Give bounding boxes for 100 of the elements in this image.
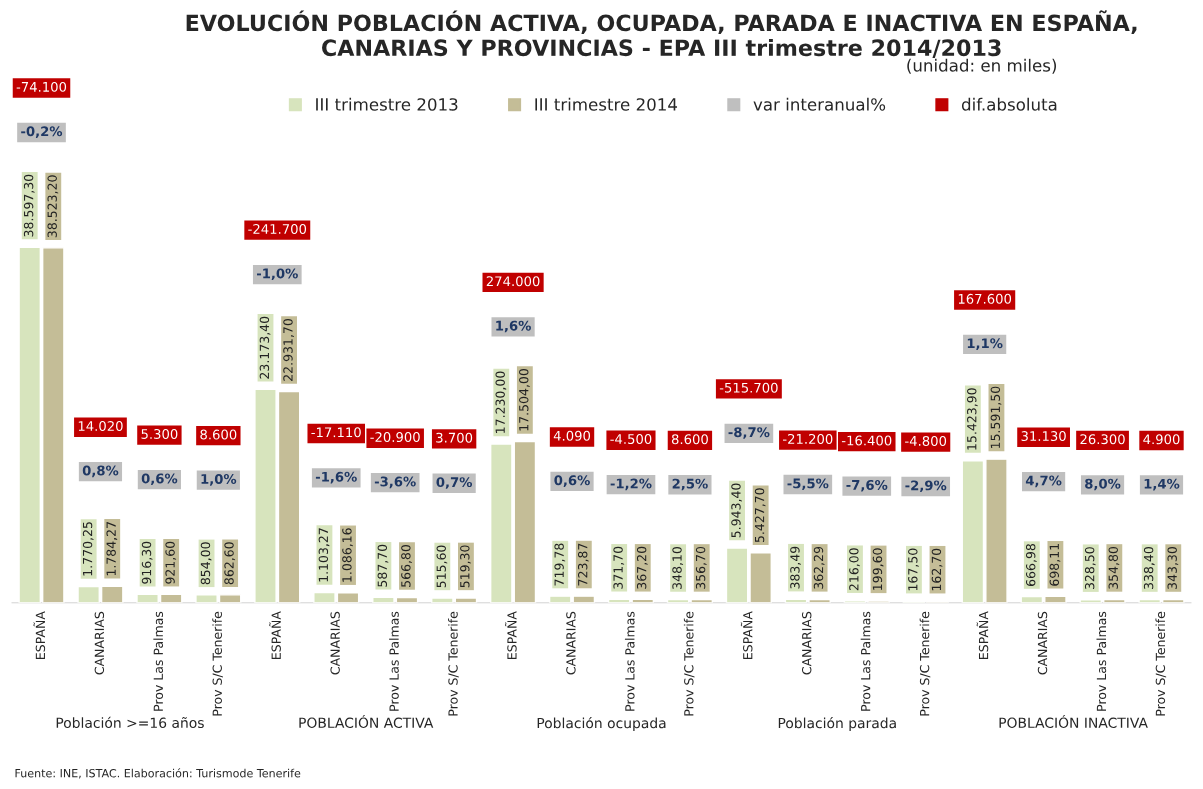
text: -1,2% [610,478,652,491]
data-label: 162,70 [931,548,943,591]
x-tick-label: Prov Las Palmas [860,611,871,711]
data-label: 666,98 [1025,544,1037,587]
x-tick-label: Prov Las Palmas [153,611,164,711]
x-tick-label: ESPAÑA [505,611,517,659]
data-label: 23.173,40 [259,316,271,379]
text: 3.700 [436,432,473,443]
text: 0,6% [141,473,178,486]
data-label: 698,11 [1049,544,1061,586]
data-label: 167,50 [908,548,919,591]
data-label: 38.523,20 [47,175,59,238]
data-label: 1.770,25 [82,522,94,576]
x-tick-label: CANARIAS [566,611,576,675]
text: -5,5% [787,478,829,491]
x-tick-label: Prov Las Palmas [389,611,399,711]
text: 5.300 [141,428,178,439]
text: 8.600 [671,434,708,445]
x-tick-label: Prov S/C Tenerife [919,611,931,716]
x-tick-label: CANARIAS [801,611,812,675]
data-label: 362,29 [813,546,825,589]
text: -7,6% [846,479,888,492]
text: -74.100 [16,81,67,92]
data-label: 723,87 [577,543,589,586]
text: -1,6% [315,471,357,484]
data-label: 916,30 [141,541,153,584]
data-label: 587,70 [377,544,389,587]
data-label: 15.423,90 [967,388,978,450]
data-label: 348,10 [672,546,684,589]
data-label: 5.427,70 [754,488,766,543]
text: 274.000 [486,276,540,287]
data-label: 22.931,70 [283,319,294,381]
legend-label: III trimestre 2013 [316,97,458,111]
data-label: 17.230,00 [495,371,507,433]
text: Población >=16 años [56,716,204,729]
text: 0,8% [82,465,119,478]
data-label: 519,30 [460,545,471,588]
text: -16.400 [841,435,892,446]
text: -241.700 [248,223,307,234]
x-tick-label: Prov S/C Tenerife [1155,611,1167,716]
text: 26.300 [1080,434,1125,445]
text: 0,7% [436,477,473,489]
x-tick-label: Prov S/C Tenerife [683,611,695,716]
x-tick-label: Prov S/C Tenerife [448,611,459,716]
text: -20.900 [370,432,420,443]
text: 4.090 [553,430,591,441]
data-label: 854,00 [200,542,212,585]
data-label: 15.591,50 [990,386,1002,449]
data-label: 338,40 [1143,547,1155,589]
data-label: 862,60 [224,542,236,585]
data-label: 367,20 [636,546,648,589]
x-tick-label: ESPAÑA [33,611,46,659]
text: 167.600 [958,293,1012,304]
text: 4.900 [1143,434,1180,445]
text: 1,6% [496,320,531,333]
text: -17.110 [311,427,361,438]
x-tick-label: Prov Las Palmas [1096,611,1107,711]
text: 1,4% [1144,478,1180,491]
legend-label: III trimestre 2014 [535,97,678,111]
x-tick-label: ESPAÑA [976,611,989,659]
data-label: 719,78 [554,543,566,586]
text: 8,0% [1085,478,1121,491]
data-label: 921,60 [165,541,177,584]
data-label: 38.597,30 [23,174,35,237]
text: 14.020 [78,421,123,432]
data-label: 1.784,27 [106,522,118,576]
text: -515.700 [719,382,778,393]
text: -4.500 [610,434,652,445]
data-label: 328,50 [1084,547,1096,590]
source-note: Fuente: INE, ISTAC. Elaboración: Turismode Tenerife [15,768,301,779]
text: 8.600 [200,429,237,440]
data-label: 356,70 [695,546,707,589]
legend-label: var interanual% [753,97,886,111]
x-tick-label: Prov Las Palmas [624,611,635,711]
text: 31.130 [1021,431,1066,442]
chart-subtitle: (unidad: en miles) [907,58,1057,74]
data-label: 5.943,40 [731,483,742,538]
data-label: 17.504,00 [519,369,530,431]
data-label: 216,00 [849,548,860,591]
data-label: 371,70 [613,546,625,589]
x-tick-label: ESPAÑA [269,611,281,659]
text: -8,7% [728,427,770,439]
text: 1,1% [967,338,1003,350]
text: -21.200 [783,433,833,444]
x-tick-label: CANARIAS [330,611,340,675]
text: Población ocupada [537,716,666,731]
x-tick-label: CANARIAS [1037,611,1048,675]
text: -4.800 [905,435,947,446]
data-label: 354,80 [1108,546,1120,589]
text: 1,0% [201,473,237,486]
text: -3,6% [374,476,416,489]
text: -1,0% [256,268,298,281]
text: 0,6% [554,475,590,487]
text: 2,5% [672,478,708,491]
text: Población parada [778,716,896,731]
chart-title: EVOLUCIÓN POBLACIÓN ACTIVA, OCUPADA, PARADA E INACTIVA EN ESPAÑA, CANARIAS Y PROVINCIAS - EPA III trimestre 2014/2013 [186,10,1137,58]
x-tick-label: ESPAÑA [740,611,753,659]
data-label: 566,80 [401,544,412,587]
text: -0,2% [21,126,63,138]
data-label: 1.103,27 [318,528,330,582]
